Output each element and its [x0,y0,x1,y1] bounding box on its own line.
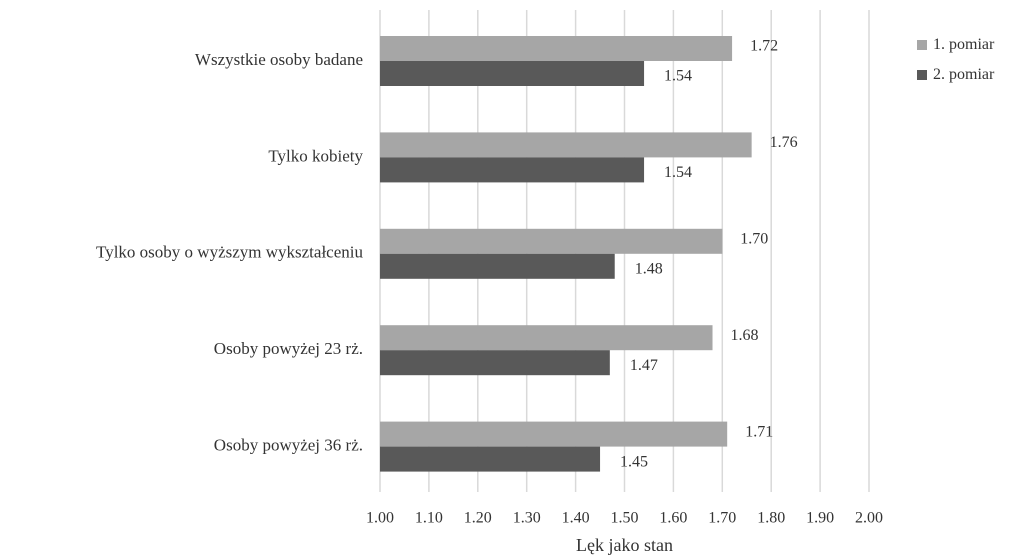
bar [380,253,615,279]
x-tick-label: 1.30 [513,510,541,527]
bar [380,325,713,351]
bar [380,421,728,447]
data-label: 1.48 [635,260,663,277]
category-label: Wszystkie osoby badane [195,50,363,69]
legend-label-series-2: 2. pomiar [933,66,995,83]
category-label: Osoby powyżej 23 rż. [214,339,363,358]
bar [380,228,723,254]
legend-swatch-series-1 [917,40,927,50]
x-tick-label: 1.80 [757,510,785,527]
x-tick-label: 1.50 [611,510,639,527]
bar [380,61,645,86]
category-label: Tylko kobiety [268,146,363,165]
data-label: 1.72 [750,38,778,55]
x-tick-label: 2.00 [855,510,883,527]
x-tick-label: 1.20 [464,510,492,527]
category-label: Tylko osoby o wyższym wykształceniu [96,243,363,262]
x-tick-label: 1.10 [415,510,443,527]
category-label: Osoby powyżej 36 rż. [214,436,363,455]
bar [380,157,645,183]
legend-label-series-1: 1. pomiar [933,36,995,53]
legend-item-series-1: 1. pomiar [917,30,994,60]
x-tick-label: 1.40 [562,510,590,527]
data-label: 1.71 [745,423,773,440]
data-label: 1.54 [664,68,692,85]
bar [380,350,610,376]
data-label: 1.68 [731,327,759,344]
data-label: 1.47 [630,357,658,374]
legend: 1. pomiar 2. pomiar [917,30,994,90]
x-tick-label: 1.70 [708,510,736,527]
legend-item-series-2: 2. pomiar [917,60,994,90]
x-tick-label: 1.90 [806,510,834,527]
x-tick-label: 1.00 [366,510,394,527]
bar [380,132,752,158]
data-label: 1.45 [620,453,648,470]
data-label: 1.70 [740,230,768,247]
x-axis-title: Lęk jako stan [576,535,673,555]
data-label: 1.76 [770,134,798,151]
x-tick-label: 1.60 [659,510,687,527]
bar [380,446,601,472]
bar [380,36,733,61]
legend-swatch-series-2 [917,70,927,80]
data-label: 1.54 [664,164,692,181]
